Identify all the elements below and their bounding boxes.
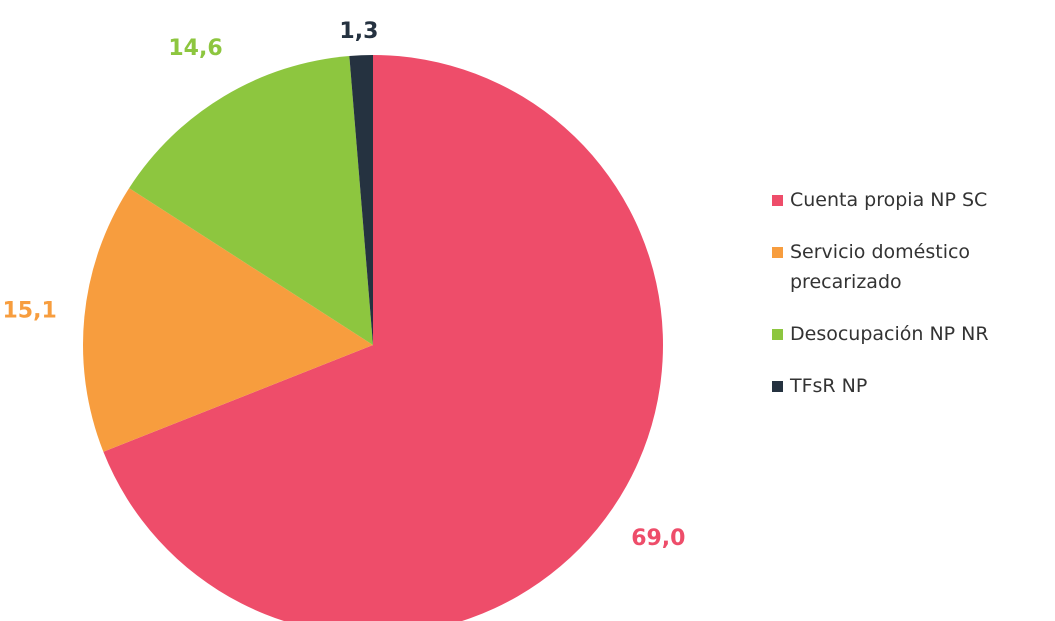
legend-swatch: [772, 247, 783, 258]
legend-item: Desocupación NP NR: [772, 319, 1055, 349]
pie-slice: [82, 188, 373, 452]
legend-item: Cuenta propia NP SC: [772, 185, 1055, 215]
pie-slice: [129, 55, 373, 345]
legend: Cuenta propia NP SC Servicio doméstico pr…: [772, 185, 1055, 423]
pie-slice: [103, 55, 663, 621]
legend-swatch: [772, 195, 783, 206]
legend-item: TFsR NP: [772, 371, 1055, 401]
legend-label: Cuenta propia NP SC: [790, 189, 988, 211]
legend-label: TFsR NP: [790, 375, 868, 397]
pie-slice: [349, 55, 373, 345]
legend-swatch: [772, 381, 783, 392]
data-label: 15,1: [2, 298, 56, 323]
data-label: 14,6: [168, 36, 222, 61]
data-label: 69,0: [631, 526, 685, 551]
data-label: 1,3: [339, 19, 378, 44]
legend-swatch: [772, 329, 783, 340]
legend-item: Servicio doméstico precarizado: [772, 237, 1055, 297]
legend-label: Desocupación NP NR: [790, 323, 989, 345]
legend-label: Servicio doméstico precarizado: [790, 241, 971, 293]
